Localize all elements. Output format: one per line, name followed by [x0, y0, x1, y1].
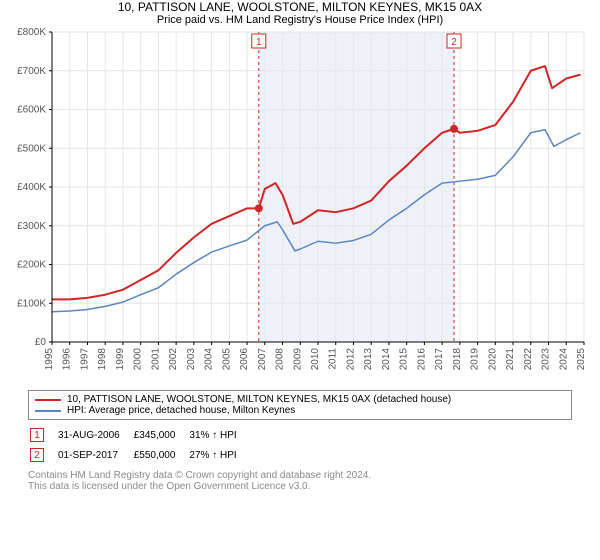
- svg-text:2005: 2005: [221, 348, 232, 371]
- marker-badge: 2: [30, 448, 44, 462]
- legend-label: 10, PATTISON LANE, WOOLSTONE, MILTON KEY…: [67, 394, 451, 405]
- svg-text:£400K: £400K: [17, 182, 46, 193]
- marker-price: £345,000: [134, 426, 188, 444]
- svg-text:2021: 2021: [505, 348, 516, 371]
- svg-text:£0: £0: [35, 337, 47, 348]
- svg-text:2017: 2017: [434, 348, 445, 371]
- svg-text:2007: 2007: [257, 348, 268, 371]
- svg-text:2013: 2013: [363, 348, 374, 371]
- marker-delta: 31% ↑ HPI: [189, 426, 248, 444]
- svg-text:2009: 2009: [292, 348, 303, 371]
- svg-text:£500K: £500K: [17, 143, 46, 154]
- svg-text:2014: 2014: [381, 348, 392, 371]
- marker-badge: 1: [30, 428, 44, 442]
- price-chart: £0 £100K £200K £300K £400K £500K £600K £700K £80…: [0, 26, 600, 386]
- svg-text:2: 2: [451, 37, 457, 48]
- svg-text:2022: 2022: [523, 348, 534, 371]
- svg-text:2020: 2020: [487, 348, 498, 371]
- svg-text:2019: 2019: [470, 348, 481, 371]
- marker-delta: 27% ↑ HPI: [189, 446, 248, 464]
- svg-text:2000: 2000: [133, 348, 144, 371]
- chart-subtitle: Price paid vs. HM Land Registry's House …: [0, 14, 600, 26]
- svg-text:1998: 1998: [97, 348, 108, 371]
- table-row: 1 31-AUG-2006£345,00031% ↑ HPI: [30, 426, 249, 444]
- marker-price: £550,000: [134, 446, 188, 464]
- svg-text:£700K: £700K: [17, 66, 46, 77]
- svg-text:1997: 1997: [79, 348, 90, 371]
- svg-text:2010: 2010: [310, 348, 321, 371]
- legend-swatch: [35, 410, 61, 412]
- legend-label: HPI: Average price, detached house, Milt…: [67, 405, 295, 416]
- table-row: 2 01-SEP-2017£550,00027% ↑ HPI: [30, 446, 249, 464]
- marker-date: 31-AUG-2006: [58, 426, 132, 444]
- license-text: Contains HM Land Registry data © Crown c…: [28, 470, 572, 492]
- svg-text:2016: 2016: [416, 348, 427, 371]
- license-line: This data is licensed under the Open Gov…: [28, 481, 572, 492]
- svg-text:2015: 2015: [399, 348, 410, 371]
- svg-text:2012: 2012: [345, 348, 356, 371]
- legend: 10, PATTISON LANE, WOOLSTONE, MILTON KEY…: [28, 390, 572, 420]
- svg-text:2024: 2024: [558, 348, 569, 371]
- svg-text:2023: 2023: [541, 348, 552, 371]
- marker-date: 01-SEP-2017: [58, 446, 132, 464]
- license-line: Contains HM Land Registry data © Crown c…: [28, 470, 572, 481]
- svg-text:2001: 2001: [150, 348, 161, 371]
- svg-text:2002: 2002: [168, 348, 179, 371]
- legend-item: HPI: Average price, detached house, Milt…: [35, 405, 565, 416]
- marker-table: 1 31-AUG-2006£345,00031% ↑ HPI 2 01-SEP-201…: [28, 424, 251, 466]
- svg-text:2008: 2008: [275, 348, 286, 371]
- svg-text:1: 1: [256, 37, 262, 48]
- svg-text:2025: 2025: [576, 348, 587, 371]
- svg-text:£300K: £300K: [17, 221, 46, 232]
- svg-text:2018: 2018: [452, 348, 463, 371]
- svg-text:£200K: £200K: [17, 260, 46, 271]
- svg-text:2004: 2004: [204, 348, 215, 371]
- svg-text:£100K: £100K: [17, 298, 46, 309]
- svg-text:2006: 2006: [239, 348, 250, 371]
- legend-swatch: [35, 399, 61, 401]
- svg-text:1995: 1995: [44, 348, 55, 371]
- svg-text:2003: 2003: [186, 348, 197, 371]
- svg-text:£600K: £600K: [17, 105, 46, 116]
- svg-text:1999: 1999: [115, 348, 126, 371]
- svg-text:1996: 1996: [62, 348, 73, 371]
- legend-item: 10, PATTISON LANE, WOOLSTONE, MILTON KEY…: [35, 394, 565, 405]
- svg-text:£800K: £800K: [17, 27, 46, 38]
- svg-text:2011: 2011: [328, 348, 339, 370]
- chart-title: 10, PATTISON LANE, WOOLSTONE, MILTON KEY…: [0, 0, 600, 14]
